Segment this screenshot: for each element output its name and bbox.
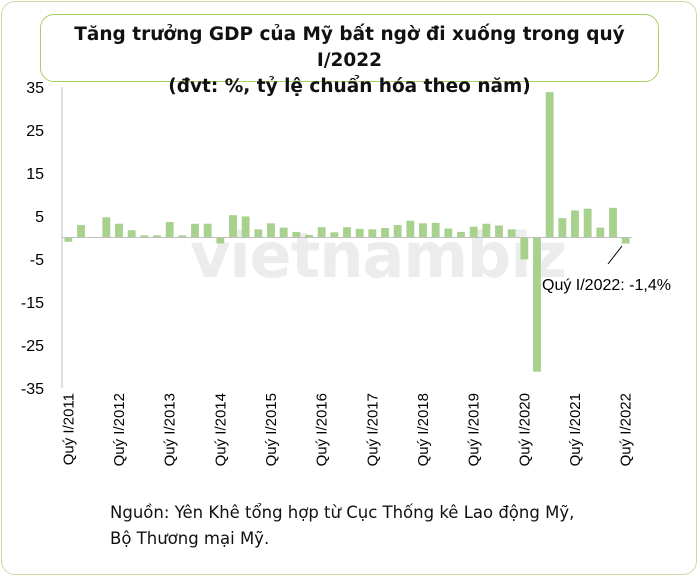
y-tick-label-0: 35 [26,80,44,97]
bar-14 [241,216,250,238]
chart-subtitle: (đvt: %, tỷ lệ chuẩn hóa theo năm) [168,76,531,97]
bar-12 [216,237,225,244]
bar-33 [482,223,491,238]
x-tick-label-8: Quý I/2019 [466,393,483,466]
bar-42 [596,227,605,238]
x-tick-label-7: Quý I/2018 [415,393,432,466]
y-tick-label-3: 5 [35,209,44,226]
y-tick-label-4: -5 [30,252,44,269]
watermark-logo: vietnambiz [190,219,566,292]
bar-18 [292,231,301,238]
bar-3 [102,217,111,238]
x-tick-label-9: Quý I/2020 [516,393,533,466]
x-tick-label-1: Quý I/2012 [111,393,128,466]
y-tick-label-7: -35 [21,381,44,398]
x-tick-label-10: Quý I/2021 [567,393,584,466]
bar-20 [317,227,326,238]
source-note: Nguồn: Yên Khê tổng hợp từ Cục Thống kê … [110,500,574,552]
bar-38 [545,92,554,238]
bar-24 [368,229,377,238]
bar-41 [583,208,592,238]
bar-29 [431,222,440,238]
x-tick-label-5: Quý I/2016 [314,393,331,466]
bar-32 [469,226,478,238]
bar-4 [115,223,123,238]
bar-23 [355,228,364,238]
bar-35 [507,229,516,238]
bar-17 [279,227,288,238]
bar-7 [153,235,161,238]
bar-40 [571,210,579,238]
bar-8 [165,222,174,238]
bar-16 [267,223,275,238]
bar-37 [533,237,541,372]
bar-36 [520,237,529,260]
source-line-2: Bộ Thương mại Mỹ. [110,529,270,548]
bar-27 [406,220,415,238]
title-box: Tăng trưởng GDP của Mỹ bất ngờ đi xuống … [40,14,659,97]
bar-31 [457,231,465,238]
x-tick-label-11: Quý I/2022 [618,393,635,466]
annotation-leader-line [607,245,623,265]
bar-34 [495,225,503,238]
y-tick-label-2: 15 [26,166,44,183]
bar-1 [77,225,85,238]
y-tick-label-1: 25 [26,123,44,140]
x-tick-label-0: Quý I/2011 [60,393,77,465]
source-line-1: Nguồn: Yên Khê tổng hợp từ Cục Thống kê … [110,503,575,522]
chart-title: Tăng trưởng GDP của Mỹ bất ngờ đi xuống … [74,24,625,71]
bar-43 [609,207,617,238]
x-tick-label-6: Quý I/2017 [364,393,381,466]
x-tick-label-3: Quý I/2014 [212,393,229,466]
bar-0 [64,237,73,242]
bar-19 [305,234,313,238]
bars-group [64,92,630,372]
bar-13 [229,215,237,238]
x-tick-label-4: Quý I/2015 [263,393,280,466]
bar-11 [203,223,212,238]
bar-21 [330,232,339,238]
bar-44 [621,237,630,244]
y-tick-label-5: -15 [21,295,44,312]
annotation-label: Quý I/2022: -1,4% [542,277,671,294]
x-tick-labels: Quý I/2011 Quý I/2012 Quý I/2013 Quý I/2014… [60,393,634,466]
bar-25 [381,228,389,238]
bar-39 [558,218,567,238]
bar-26 [393,225,402,238]
y-tick-label-6: -25 [21,338,44,355]
bar-6 [140,235,149,238]
bar-30 [444,228,453,238]
bar-9 [178,235,187,238]
bar-10 [191,223,199,238]
bar-28 [419,223,427,238]
bar-22 [343,227,351,238]
bar-15 [254,229,263,238]
y-tick-labels: 35 25 15 5 -5 -15 -25 -35 [21,80,44,398]
x-tick-label-2: Quý I/2013 [162,393,179,466]
bar-5 [127,230,136,238]
